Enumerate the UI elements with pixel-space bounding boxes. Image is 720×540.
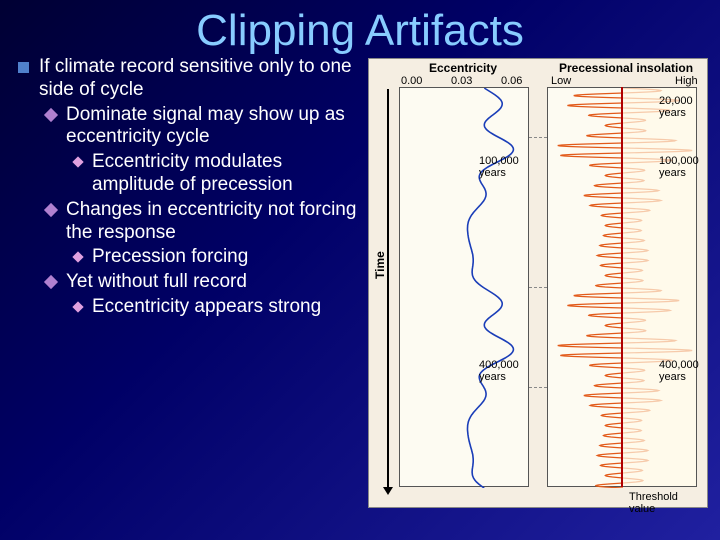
- time-axis-label: Time: [373, 251, 387, 279]
- threshold-line: [621, 87, 623, 487]
- time-arrow-icon: [387, 89, 389, 489]
- callout-line: [529, 287, 547, 288]
- ins-tick-low: Low: [551, 75, 571, 87]
- callout-line: [529, 137, 547, 138]
- year-100k-left-label: 100,000 years: [479, 155, 529, 179]
- ecc-tick-0: 0.00: [401, 75, 422, 87]
- eccentricity-curve: [400, 88, 530, 488]
- ecc-tick-2: 0.06: [501, 75, 522, 87]
- square-bullet-icon: [18, 62, 29, 73]
- figure-panel: Time Eccentricity Precessional insolatio…: [368, 58, 708, 508]
- year-20k-label: 20,000 years: [659, 95, 707, 119]
- threshold-mask: [622, 88, 696, 486]
- diamond-bullet-icon: [44, 108, 58, 122]
- list-item: Eccentricity appears strong: [74, 296, 362, 319]
- ecc-tick-1: 0.03: [451, 75, 472, 87]
- list-item: Precession forcing: [74, 246, 362, 269]
- year-400k-left-label: 400,000 years: [479, 359, 529, 383]
- list-item: Yet without full record: [46, 271, 362, 294]
- diamond-bullet-icon: [44, 203, 58, 217]
- list-item: Dominate signal may show up as eccentric…: [46, 104, 362, 150]
- small-diamond-bullet-icon: [72, 252, 83, 263]
- list-item: If climate record sensitive only to one …: [18, 56, 362, 102]
- bullet-column: If climate record sensitive only to one …: [18, 56, 368, 508]
- bullet-text: Eccentricity appears strong: [92, 296, 362, 319]
- ins-tick-high: High: [675, 75, 698, 87]
- threshold-label: Threshold value: [629, 491, 699, 515]
- small-diamond-bullet-icon: [72, 157, 83, 168]
- bullet-text: Precession forcing: [92, 246, 362, 269]
- callout-line: [529, 387, 547, 388]
- eccentricity-title: Eccentricity: [429, 61, 497, 75]
- insolation-title: Precessional insolation: [559, 61, 693, 75]
- bullet-text: Changes in eccentricity not forcing the …: [66, 199, 362, 245]
- content-row: If climate record sensitive only to one …: [0, 56, 720, 508]
- year-400k-right-label: 400,000 years: [659, 359, 709, 383]
- bullet-text: Yet without full record: [66, 271, 362, 294]
- diamond-bullet-icon: [44, 275, 58, 289]
- bullet-text: If climate record sensitive only to one …: [39, 56, 362, 102]
- list-item: Changes in eccentricity not forcing the …: [46, 199, 362, 245]
- bullet-text: Dominate signal may show up as eccentric…: [66, 104, 362, 150]
- small-diamond-bullet-icon: [72, 301, 83, 312]
- bullet-text: Eccentricity modulates amplitude of prec…: [92, 151, 362, 197]
- year-100k-right-label: 100,000 years: [659, 155, 709, 179]
- slide-title: Clipping Artifacts: [0, 0, 720, 56]
- list-item: Eccentricity modulates amplitude of prec…: [74, 151, 362, 197]
- eccentricity-panel: [399, 87, 529, 487]
